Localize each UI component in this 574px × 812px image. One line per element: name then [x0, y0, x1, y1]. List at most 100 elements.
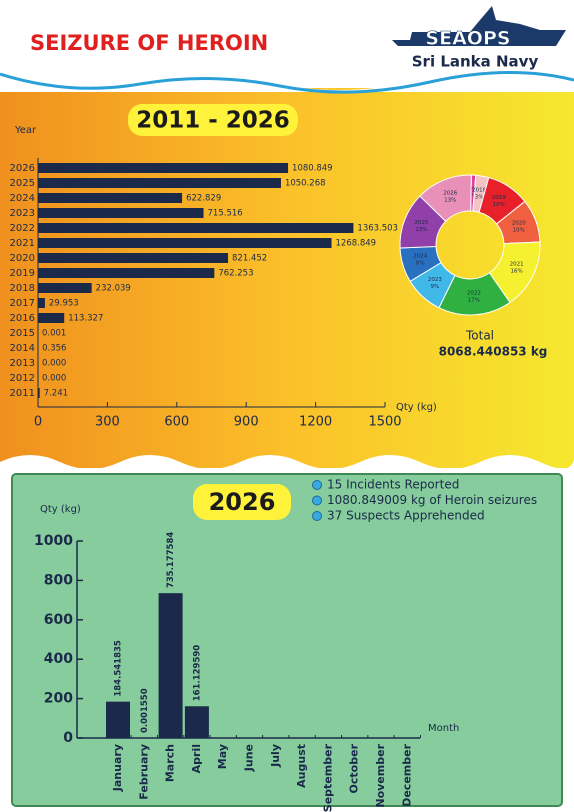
- x-tick-label: 1500: [368, 415, 401, 430]
- chart-title: 2026: [209, 488, 276, 516]
- bar: [38, 163, 289, 173]
- bullet-icon: [312, 480, 322, 490]
- y-tick-label: 1000: [34, 533, 73, 549]
- y-axis-label: Year: [14, 125, 37, 136]
- slice-value: 10%: [513, 227, 525, 233]
- data-label: 622.829: [186, 194, 221, 204]
- data-label: 0.000: [42, 359, 66, 369]
- x-tick-label: July: [269, 744, 282, 768]
- x-tick-label: December: [400, 743, 413, 806]
- slice-value: 16%: [510, 269, 522, 275]
- y-tick-label: 2018: [10, 283, 35, 294]
- data-label: 113.327: [68, 314, 103, 324]
- slice-value: 17%: [468, 297, 480, 303]
- bar: [38, 178, 281, 188]
- x-tick-label: June: [243, 744, 256, 772]
- y-tick-label: 800: [44, 572, 73, 588]
- x-tick-label: 0: [34, 415, 42, 430]
- bar: [38, 388, 40, 398]
- logo-subtitle: Sri Lanka Navy: [412, 53, 539, 71]
- ship-logo: [392, 6, 566, 46]
- y-tick-label: 2012: [10, 373, 35, 384]
- y-tick-label: 2022: [10, 223, 35, 234]
- y-tick-label: 2024: [10, 193, 35, 204]
- data-label: 0.356: [42, 344, 66, 354]
- bar: [106, 701, 130, 738]
- bar: [158, 593, 183, 738]
- x-tick-label: March: [164, 744, 177, 782]
- slice-label: 2025: [414, 220, 428, 226]
- bar: [38, 208, 204, 218]
- panel: [11, 473, 563, 807]
- y-tick-label: 0: [63, 730, 73, 746]
- slice-label: 2023: [428, 277, 442, 283]
- bar: [38, 253, 229, 263]
- data-label: 0.001550: [140, 688, 150, 733]
- data-label: 1268.849: [336, 239, 377, 249]
- y-tick-label: 2017: [10, 298, 35, 309]
- x-tick-label: 1200: [299, 415, 332, 430]
- data-label: 1050.268: [285, 179, 326, 189]
- y-tick-label: 2019: [10, 268, 35, 279]
- x-tick-label: January: [111, 744, 124, 792]
- x-axis-label: Month: [428, 723, 459, 734]
- slice-value: 9%: [430, 284, 439, 290]
- wave-line: [0, 70, 574, 94]
- x-tick-label: April: [190, 744, 203, 773]
- x-tick-label: 300: [95, 415, 120, 430]
- data-label: 1080.849: [292, 164, 333, 174]
- x-tick-label: August: [295, 744, 308, 788]
- slice-label: 2024: [413, 254, 427, 260]
- bullet-icon: [312, 495, 322, 506]
- x-tick-label: September: [321, 743, 334, 812]
- data-label: 762.253: [218, 269, 253, 279]
- y-tick-label: 2020: [10, 253, 35, 264]
- x-tick-label: October: [348, 743, 361, 793]
- data-label: 161.129590: [192, 645, 202, 702]
- data-label: 735.177584: [166, 532, 176, 589]
- total-label: Total: [465, 329, 494, 343]
- bar: [38, 268, 215, 278]
- y-tick-label: 400: [44, 651, 73, 667]
- y-tick-label: 2013: [10, 358, 35, 369]
- y-tick-label: 2026: [10, 163, 35, 174]
- bar: [38, 223, 354, 233]
- x-axis-label: Qty (kg): [396, 402, 437, 413]
- bar: [38, 313, 65, 323]
- data-label: 184.541835: [114, 640, 124, 697]
- x-tick-label: February: [137, 744, 150, 800]
- slice-value: 8%: [416, 261, 425, 267]
- banner: [128, 104, 298, 136]
- slice-label: 2018: [472, 187, 486, 193]
- summary-bullet: 37 Suspects Apprehended: [327, 509, 485, 523]
- banner: [193, 484, 291, 520]
- wave: [0, 69, 574, 92]
- bar: [38, 193, 183, 203]
- slice-value: 13%: [415, 227, 427, 233]
- data-label: 7.241: [44, 389, 68, 399]
- slice-value: 1%: [468, 194, 477, 200]
- x-tick-label: May: [216, 744, 229, 769]
- x-tick-label: 900: [234, 415, 259, 430]
- x-tick-label: November: [374, 743, 387, 807]
- slice-value: 10%: [493, 202, 505, 208]
- y-tick-label: 200: [44, 691, 73, 707]
- slice-label: 2021: [510, 262, 524, 268]
- slice-value: 13%: [444, 197, 456, 203]
- slice-value: 3%: [475, 194, 484, 200]
- y-tick-label: 600: [44, 612, 73, 628]
- slice-label: 2026: [443, 190, 457, 196]
- data-label: 0.000: [42, 374, 66, 384]
- y-tick-label: 2023: [10, 208, 35, 219]
- bar: [38, 298, 45, 308]
- data-label: 821.452: [232, 254, 267, 264]
- bar: [184, 706, 209, 738]
- bar: [38, 283, 92, 293]
- data-label: 0.001: [42, 329, 66, 339]
- y-tick-label: 2014: [10, 343, 35, 354]
- summary-bullet: 15 Incidents Reported: [327, 478, 459, 492]
- slice-label: 2022: [467, 290, 481, 296]
- logo-text: SEAOPS: [425, 28, 510, 50]
- y-axis-label: Qty (kg): [40, 504, 81, 515]
